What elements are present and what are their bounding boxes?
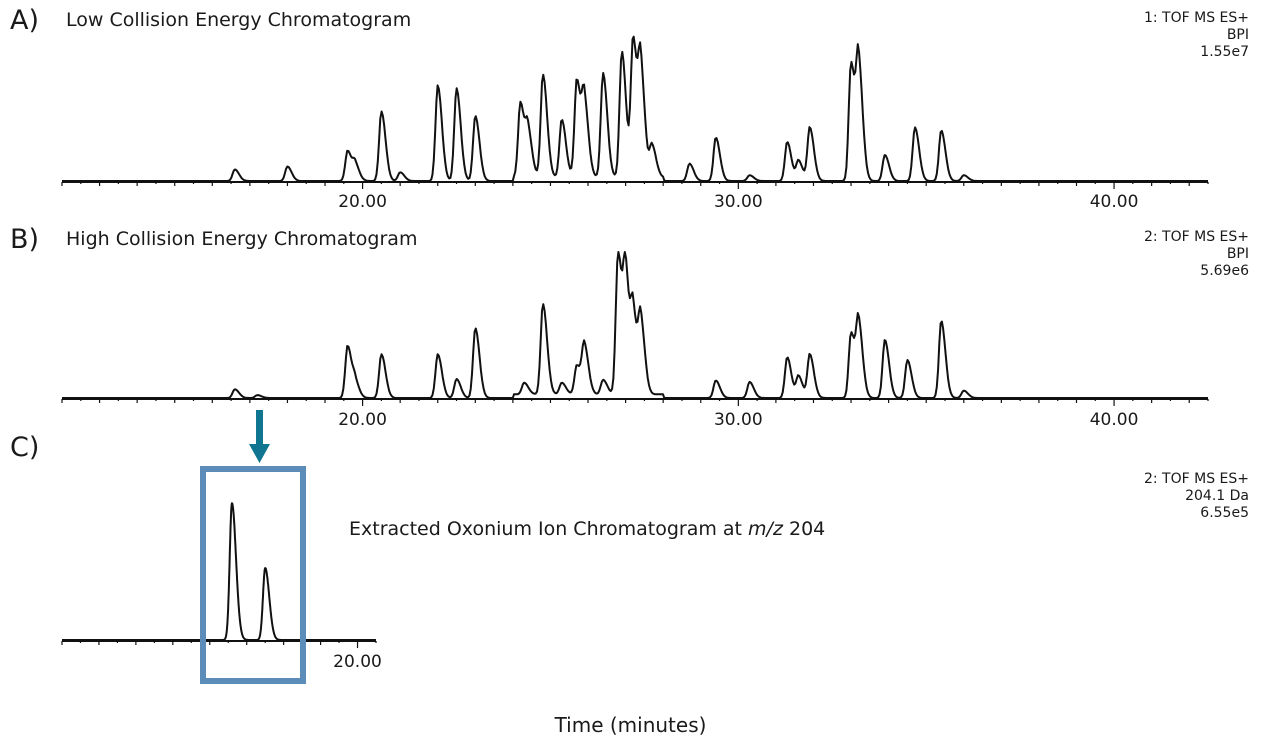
panel-c-meta: 2: TOF MS ES+ 204.1 Da 6.55e5 (1089, 471, 1249, 522)
x-tick-label: 20.00 (333, 652, 382, 672)
panel-c-annotation: Extracted Oxonium Ion Chromatogram at m/… (349, 518, 825, 540)
chromatogram-trace (62, 35, 1208, 182)
x-tick-label: 40.00 (1089, 192, 1139, 212)
x-tick-label: 40.00 (1089, 410, 1139, 430)
panel-a-meta-line-1: 1: TOF MS ES+ (1143, 10, 1249, 26)
panel-c-annotation-suffix: 204 (782, 518, 826, 540)
panel-a-meta-line-3: 1.55e7 (1200, 44, 1249, 60)
panel-c-meta-line-2: 204.1 Da (1185, 488, 1249, 504)
highlight-box (200, 466, 306, 684)
chromatogram-trace (61, 502, 377, 641)
panel-b-letter: B) (10, 224, 40, 255)
panel-a-plot (61, 35, 1209, 189)
panel-c-annotation-italic: m/z (748, 518, 783, 540)
chromatogram-trace (62, 251, 1208, 399)
x-tick-label: 20.00 (338, 192, 387, 212)
panel-b-meta: 2: TOF MS ES+ BPI 5.69e6 (1089, 229, 1249, 280)
down-arrow-icon (249, 410, 270, 463)
panel-b-title: High Collision Energy Chromatogram (66, 228, 418, 250)
panel-b-meta-line-2: BPI (1226, 246, 1249, 262)
x-tick-label: 30.00 (713, 410, 763, 430)
panel-c-meta-line-1: 2: TOF MS ES+ (1143, 471, 1249, 487)
panel-c-annotation-prefix: Extracted Oxonium Ion Chromatogram at (349, 518, 749, 540)
panel-a-meta-line-2: BPI (1226, 27, 1249, 43)
x-tick-label: 30.00 (713, 192, 763, 212)
peak-point (631, 320, 635, 324)
panel-c-meta-line-3: 6.55e5 (1200, 505, 1249, 521)
panel-b-meta-line-1: 2: TOF MS ES+ (1143, 229, 1249, 245)
panel-a-letter: A) (10, 5, 40, 36)
panel-c-plot (61, 502, 377, 648)
x-axis-title: Time (minutes) (554, 713, 707, 737)
panel-b-plot (61, 251, 1209, 406)
panel-c-letter: C) (10, 432, 40, 463)
x-tick-label: 20.00 (338, 410, 387, 430)
panel-a-meta: 1: TOF MS ES+ BPI 1.55e7 (1089, 10, 1249, 61)
panel-b-meta-line-3: 5.69e6 (1200, 263, 1249, 279)
panel-a-title: Low Collision Energy Chromatogram (66, 9, 412, 31)
